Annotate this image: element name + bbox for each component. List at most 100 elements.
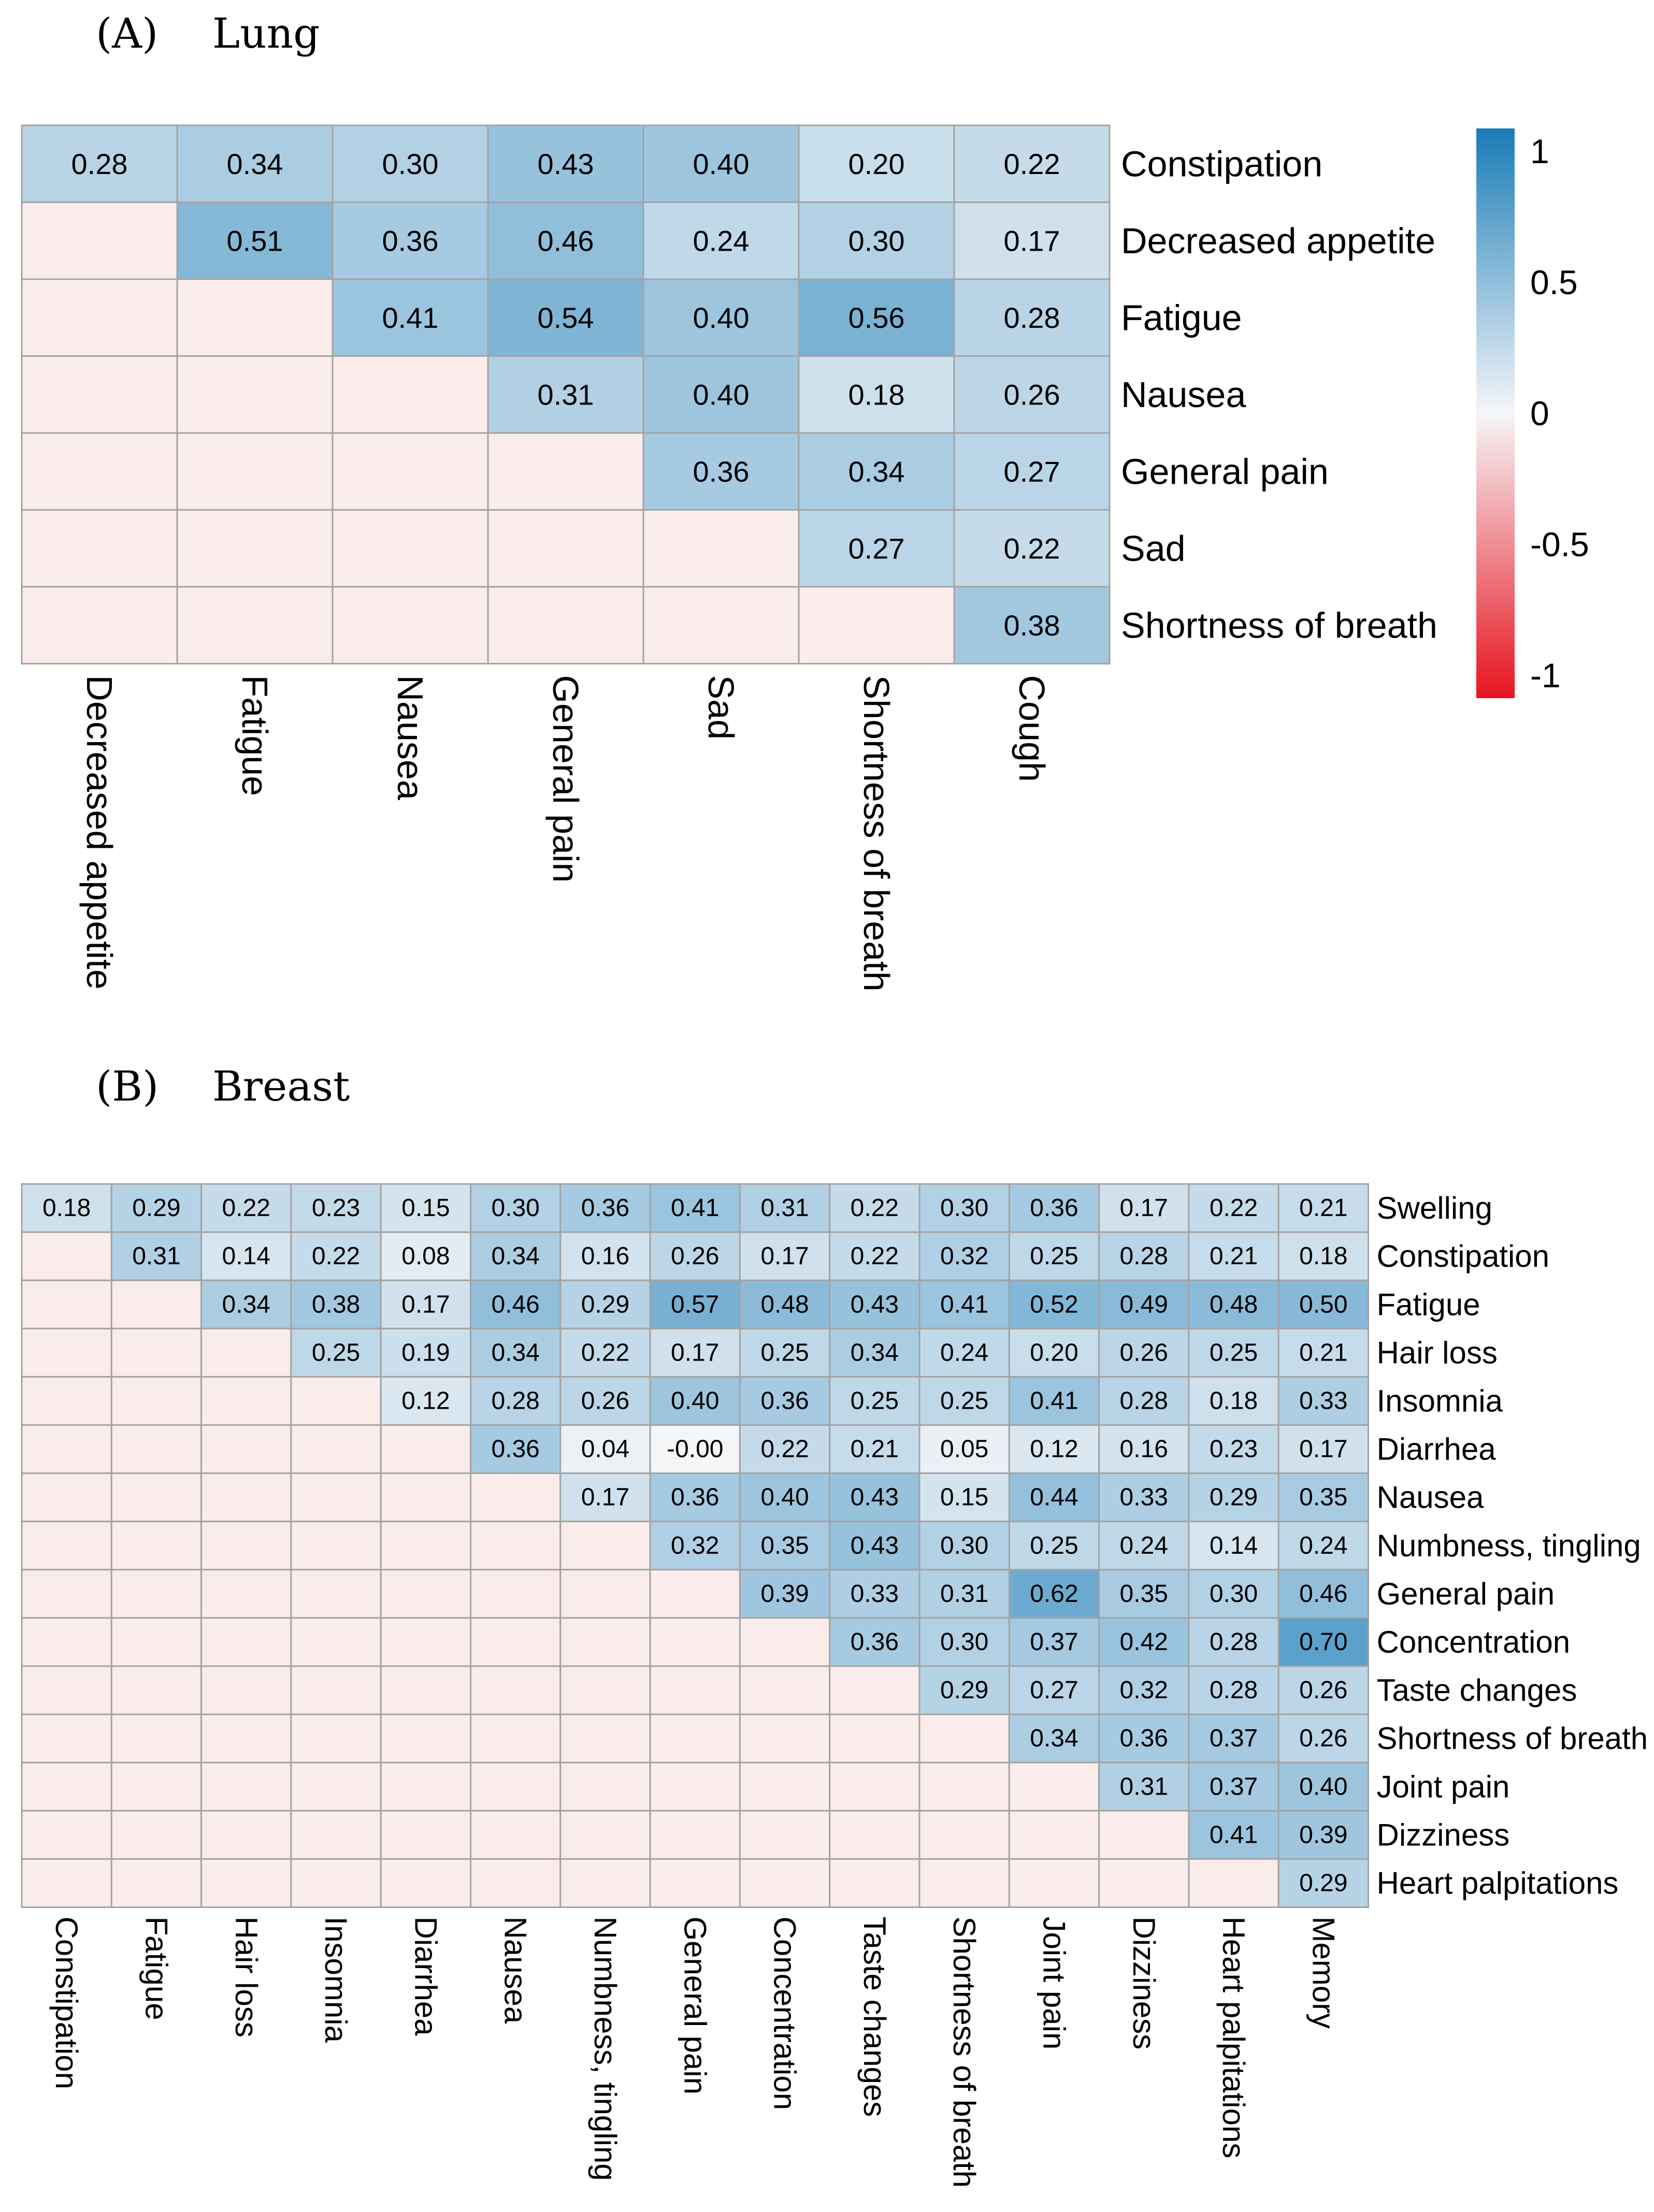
panel-b-title: Breast	[212, 1062, 350, 1110]
empty-cell	[559, 1569, 651, 1619]
heatmap-cell	[1008, 1472, 1100, 1523]
row-label: Concentration	[1377, 1625, 1571, 1659]
empty-cell	[176, 278, 334, 357]
empty-cell	[110, 1327, 203, 1378]
cell-value-label: 0.30	[1210, 1580, 1258, 1608]
legend-tick-label: 0.5	[1530, 263, 1578, 301]
heatmap-cell	[559, 1183, 651, 1233]
cell-value-label: 0.18	[848, 378, 905, 411]
empty-cell	[380, 1617, 472, 1667]
empty-cell	[110, 1376, 203, 1426]
empty-cell	[290, 1858, 382, 1908]
empty-cell	[21, 1231, 112, 1281]
empty-cell	[739, 1761, 831, 1812]
column-label: Constipation	[49, 1917, 84, 2090]
panel-a: (A) Lung 0.28 0.34 0.30 0.43 0.40 0.20 0.22 0.5…	[21, 9, 1437, 991]
empty-cell	[176, 355, 334, 434]
cell-value-label: 0.48	[760, 1291, 809, 1318]
empty-cell	[470, 1713, 562, 1763]
cell-value-label: 0.34	[491, 1242, 539, 1270]
cell-value-label: 0.04	[581, 1436, 629, 1463]
panel-a-heatmap-cells	[21, 124, 1111, 664]
empty-cell	[470, 1665, 562, 1715]
cell-value-label: 0.29	[132, 1194, 180, 1222]
empty-cell	[21, 432, 178, 511]
panel-b-value-labels: 0.18 0.29 0.22 0.23 0.15 0.30 0.36 0.41 0.31 0.22…	[42, 1194, 1348, 1897]
cell-value-label: 0.29	[940, 1676, 988, 1704]
cell-value-label: 0.43	[538, 148, 594, 180]
column-label: Insomnia	[319, 1917, 353, 2043]
column-label: General pain	[678, 1917, 712, 2095]
cell-value-label: 0.41	[382, 301, 439, 334]
cell-value-label: 0.29	[1210, 1484, 1258, 1511]
heatmap-cell	[953, 355, 1111, 434]
cell-value-label: 0.30	[848, 224, 905, 257]
cell-value-label: 0.25	[312, 1339, 360, 1366]
cell-value-label: 0.21	[1299, 1339, 1347, 1366]
empty-cell	[380, 1761, 472, 1812]
cell-value-label: 0.25	[940, 1387, 988, 1414]
column-label: Dizziness	[1127, 1917, 1161, 2050]
empty-cell	[200, 1472, 292, 1523]
cell-value-label: 0.26	[1299, 1725, 1347, 1752]
cell-value-label: 0.29	[1299, 1869, 1347, 1897]
cell-value-label: 0.41	[671, 1194, 719, 1222]
cell-value-label: 0.22	[222, 1194, 270, 1222]
heatmap-cell	[1188, 1761, 1279, 1812]
heatmap-cell	[1277, 1569, 1369, 1619]
cell-value-label: 0.30	[940, 1194, 988, 1222]
heatmap-cell	[1188, 1472, 1279, 1523]
heatmap-cell	[649, 1521, 741, 1571]
cell-value-label: 0.40	[760, 1484, 809, 1511]
heatmap-cell	[470, 1327, 562, 1378]
cell-value-label: 0.18	[1299, 1242, 1347, 1270]
heatmap-cell	[470, 1231, 562, 1281]
row-label: Nausea	[1377, 1480, 1484, 1515]
cell-value-label: 0.31	[132, 1242, 180, 1270]
cell-value-label: 0.56	[848, 301, 905, 334]
empty-cell	[21, 1472, 112, 1523]
cell-value-label: 0.24	[940, 1339, 988, 1366]
empty-cell	[559, 1713, 651, 1763]
heatmap-cell	[918, 1665, 1010, 1715]
legend-tick-labels: 1 0.5 0 -0.5 -1	[1530, 132, 1589, 695]
cell-value-label: 0.25	[1210, 1339, 1258, 1366]
cell-value-label: 0.34	[1030, 1725, 1078, 1752]
cell-value-label: 0.33	[851, 1580, 899, 1608]
empty-cell	[290, 1424, 382, 1474]
cell-value-label: 0.38	[312, 1291, 360, 1318]
heatmap-cell	[559, 1424, 651, 1474]
heatmap-cell	[1098, 1521, 1190, 1571]
cell-value-label: 0.34	[848, 455, 905, 488]
cell-value-label: 0.26	[581, 1387, 629, 1414]
heatmap-cell	[739, 1521, 831, 1571]
empty-cell	[21, 1521, 112, 1571]
heatmap-cell	[739, 1279, 831, 1329]
heatmap-cell	[829, 1424, 921, 1474]
cell-value-label: 0.49	[1120, 1291, 1168, 1318]
empty-cell	[380, 1713, 472, 1763]
heatmap-cell	[829, 1521, 921, 1571]
heatmap-cell	[1188, 1231, 1279, 1281]
cell-value-label: 0.27	[848, 532, 905, 565]
cell-value-label: 0.20	[848, 148, 905, 180]
empty-cell	[798, 586, 955, 664]
heatmap-cell	[918, 1424, 1010, 1474]
empty-cell	[290, 1569, 382, 1619]
empty-cell	[380, 1424, 472, 1474]
heatmap-cell	[1008, 1424, 1100, 1474]
heatmap-cell	[290, 1183, 382, 1233]
empty-cell	[21, 1713, 112, 1763]
heatmap-cell	[1098, 1279, 1190, 1329]
empty-cell	[380, 1521, 472, 1571]
cell-value-label: 0.25	[1030, 1242, 1078, 1270]
cell-value-label: 0.22	[760, 1436, 809, 1463]
cell-value-label: 0.29	[581, 1291, 629, 1318]
cell-value-label: 0.15	[401, 1194, 450, 1222]
empty-cell	[1008, 1810, 1100, 1860]
empty-cell	[649, 1761, 741, 1812]
empty-cell	[380, 1810, 472, 1860]
empty-cell	[487, 432, 644, 511]
heatmap-cell	[739, 1327, 831, 1378]
